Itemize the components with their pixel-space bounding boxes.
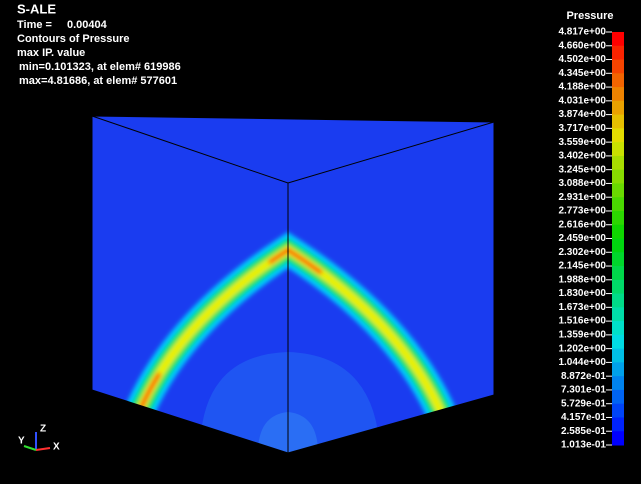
legend-title: Pressure xyxy=(566,10,613,22)
legend-label: 2.302e+00 xyxy=(558,247,606,258)
legend-swatch xyxy=(612,307,624,322)
legend-label: 1.013e-01 xyxy=(561,440,606,451)
legend-label: 1.044e+00 xyxy=(558,357,606,368)
legend-label: 2.616e+00 xyxy=(558,219,606,230)
axis-y xyxy=(23,445,37,451)
x-label: X xyxy=(53,442,60,453)
legend-swatch xyxy=(612,238,624,253)
legend-swatch xyxy=(612,142,624,157)
legend-swatch xyxy=(612,252,624,267)
y-label: Y xyxy=(18,436,25,447)
legend-label: 3.559e+00 xyxy=(558,137,606,148)
legend-label: 1.673e+00 xyxy=(558,302,606,313)
legend-swatch xyxy=(612,266,624,281)
legend-swatch xyxy=(612,169,624,184)
max-label: max=4.81686, at elem# 577601 xyxy=(19,75,177,87)
legend-label: 3.402e+00 xyxy=(558,151,606,162)
legend-swatch xyxy=(612,59,624,74)
legend-swatch xyxy=(612,362,624,377)
cube-body xyxy=(92,116,494,453)
model xyxy=(91,115,495,454)
legend-label: 4.817e+00 xyxy=(558,27,606,38)
axis-x xyxy=(35,447,51,451)
legend-swatch xyxy=(612,128,624,143)
legend-label: 1.830e+00 xyxy=(558,288,606,299)
legend-label: 1.359e+00 xyxy=(558,330,606,341)
legend-swatch xyxy=(612,32,624,47)
time-label: Time = xyxy=(17,19,52,31)
legend-swatch xyxy=(612,293,624,308)
legend-swatch xyxy=(612,114,624,129)
legend-label: 8.872e-01 xyxy=(561,371,606,382)
legend-swatch xyxy=(612,183,624,198)
legend-label: 1.516e+00 xyxy=(558,316,606,327)
legend-swatch xyxy=(612,431,624,446)
legend-label: 4.660e+00 xyxy=(558,40,606,51)
legend-swatch xyxy=(612,389,624,405)
legend-label: 3.874e+00 xyxy=(558,109,606,120)
z-label: Z xyxy=(40,424,46,435)
legend-swatch xyxy=(612,417,624,432)
legend-swatch xyxy=(612,100,624,116)
legend-swatch xyxy=(612,197,624,212)
legend-swatch xyxy=(612,376,624,391)
legend-swatch xyxy=(612,224,624,239)
legend-label: 2.459e+00 xyxy=(558,233,606,244)
legend-label: 1.988e+00 xyxy=(558,274,606,285)
legend-label: 2.773e+00 xyxy=(558,206,606,217)
legend-label: 3.245e+00 xyxy=(558,164,606,175)
legend-label: 1.202e+00 xyxy=(558,343,606,354)
triad: Z Y X xyxy=(18,424,60,453)
legend-swatch xyxy=(612,73,624,88)
low-pressure-zone xyxy=(200,352,380,453)
legend-swatch xyxy=(612,210,624,226)
mode-label: max IP. value xyxy=(17,47,85,59)
legend-label: 2.145e+00 xyxy=(558,261,606,272)
legend-swatch xyxy=(612,279,624,295)
legend-label: 3.717e+00 xyxy=(558,123,606,134)
legend-label: 3.088e+00 xyxy=(558,178,606,189)
legend-label: 2.585e-01 xyxy=(561,426,606,437)
legend-swatch xyxy=(612,321,624,336)
header: S-ALE Time = 0.00404 Contours of Pressur… xyxy=(17,1,181,86)
legend-swatch xyxy=(612,155,624,171)
min-label: min=0.101323, at elem# 619986 xyxy=(19,61,181,73)
legend-swatch xyxy=(612,348,624,363)
legend-label: 7.301e-01 xyxy=(561,385,606,396)
legend-label: 4.502e+00 xyxy=(558,54,606,65)
legend-swatch xyxy=(612,403,624,418)
legend-label: 5.729e-01 xyxy=(561,398,606,409)
legend-swatch xyxy=(612,45,624,61)
cube-outline xyxy=(91,115,495,454)
legend-label: 2.931e+00 xyxy=(558,192,606,203)
legend-label: 4.031e+00 xyxy=(558,95,606,106)
legend-swatch xyxy=(612,87,624,102)
legend: 4.817e+00 4.660e+00 4.502e+00 4.345e+00 4.18… xyxy=(558,27,624,451)
contour-label: Contours of Pressure xyxy=(17,33,129,45)
legend-label: 4.188e+00 xyxy=(558,82,606,93)
legend-label: 4.345e+00 xyxy=(558,68,606,79)
legend-swatch xyxy=(612,334,624,350)
title: S-ALE xyxy=(17,1,56,16)
time-value: 0.00404 xyxy=(67,19,108,31)
legend-label: 4.157e-01 xyxy=(561,412,606,423)
